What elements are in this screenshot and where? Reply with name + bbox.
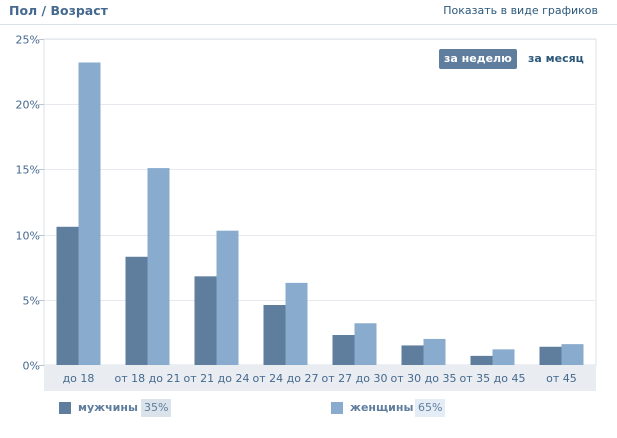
male-label: мужчины: [78, 401, 138, 414]
x-tick-label: от 27 до 30: [322, 372, 388, 385]
bar: [470, 355, 493, 365]
bar: [561, 344, 584, 365]
period-month-link[interactable]: за месяц: [528, 52, 584, 65]
y-tick-label: 20%: [16, 99, 40, 112]
bar: [539, 346, 562, 365]
x-tick-label: от 30 до 35: [391, 372, 457, 385]
bar: [78, 62, 101, 366]
y-tick-label: 0%: [23, 360, 40, 373]
bar: [492, 349, 515, 365]
bar: [216, 230, 239, 365]
x-tick-label: от 18 до 21: [115, 372, 181, 385]
bars: [56, 62, 584, 366]
x-tick-label: от 45: [546, 372, 577, 385]
y-axis-labels: 0% 5% 10% 15% 20% 25%: [16, 34, 40, 373]
female-percent-badge: 65%: [415, 399, 446, 417]
x-tick-label: от 21 до 24: [184, 372, 250, 385]
x-axis-band: [44, 365, 596, 391]
x-tick-label: до 18: [63, 372, 95, 385]
bar: [125, 256, 148, 365]
bar: [147, 168, 170, 365]
bar: [423, 338, 446, 365]
bar: [285, 282, 308, 365]
x-tick-label: от 35 до 45: [460, 372, 526, 385]
section-header: Пол / Возраст Показать в виде графиков: [0, 0, 617, 25]
x-axis-labels: до 18 от 18 до 21 от 21 до 24 от 24 до 27 от…: [63, 372, 577, 385]
male-percent-badge: 35%: [141, 399, 172, 417]
bar: [56, 226, 79, 365]
male-swatch: [59, 402, 71, 414]
bar: [263, 305, 286, 365]
x-tick-label: от 24 до 27: [253, 372, 319, 385]
female-swatch: [331, 402, 343, 414]
y-tick-label: 5%: [23, 295, 40, 308]
section-title: Пол / Возраст: [9, 3, 108, 18]
show-as-graphs-link[interactable]: Показать в виде графиков: [443, 4, 598, 17]
y-tick-label: 15%: [16, 164, 40, 177]
y-tick-label: 10%: [16, 230, 40, 243]
period-week-button[interactable]: за неделю: [439, 49, 517, 69]
y-tick-label: 25%: [16, 34, 40, 47]
bar: [332, 335, 355, 365]
bar: [354, 323, 377, 365]
female-label: женщины: [350, 401, 414, 414]
age-gender-bar-chart: до 18 от 18 до 21 от 21 до 24 от 24 до 27 от…: [16, 34, 597, 391]
bar: [401, 345, 424, 365]
bar: [194, 276, 217, 365]
